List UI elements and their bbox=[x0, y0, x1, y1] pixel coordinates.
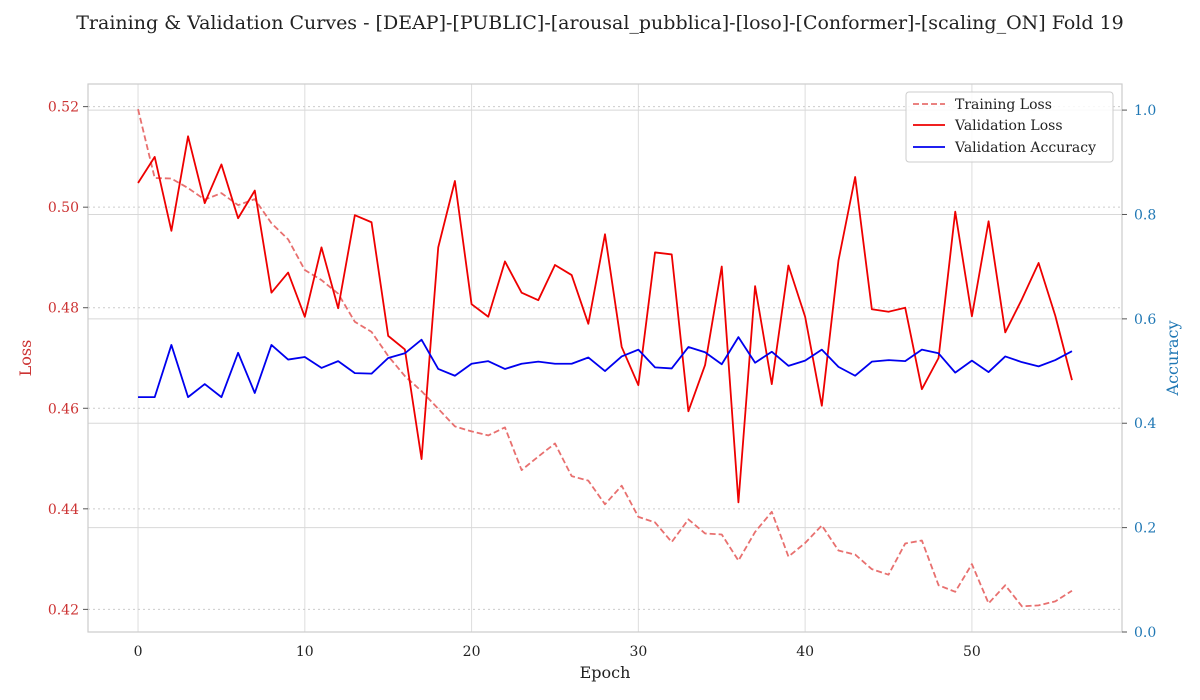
series-line-validation-accuracy bbox=[138, 336, 1073, 399]
x-tick-label: 0 bbox=[134, 644, 143, 660]
legend-label-validation-loss: Validation Loss bbox=[954, 118, 1063, 134]
y-right-tick-label: 0.4 bbox=[1134, 416, 1156, 432]
y-right-tick-label: 0.6 bbox=[1134, 312, 1156, 328]
y-axis-label-left: Loss bbox=[16, 340, 35, 377]
series-line-training-loss bbox=[137, 108, 1073, 608]
x-tick-label: 40 bbox=[796, 644, 814, 660]
y-right-tick-label: 1.0 bbox=[1134, 103, 1156, 119]
x-axis-label: Epoch bbox=[580, 663, 631, 682]
legend: Training Loss Validation Loss Validation… bbox=[905, 91, 1114, 163]
x-tick-label: 10 bbox=[296, 644, 314, 660]
legend-box bbox=[905, 91, 1114, 163]
y-left-tick-label: 0.48 bbox=[48, 301, 79, 317]
series-layer bbox=[137, 108, 1073, 608]
y-axis-label-right: Accuracy bbox=[1163, 321, 1182, 397]
series-line-validation-loss bbox=[137, 135, 1073, 504]
y-right-tick-label: 0.2 bbox=[1134, 521, 1156, 537]
legend-label-training-loss: Training Loss bbox=[955, 97, 1052, 113]
y-right-tick-label: 0.0 bbox=[1134, 625, 1156, 641]
y-left-tick-label: 0.50 bbox=[48, 200, 79, 216]
x-tick-label: 30 bbox=[629, 644, 647, 660]
y-left-tick-label: 0.52 bbox=[48, 100, 79, 116]
y-left-tick-label: 0.44 bbox=[48, 502, 79, 518]
ticks-layer: 0 10 20 30 40 50 0.42 0.44 0.46 0.48 0.50 0.52 0.0 0.… bbox=[48, 100, 1157, 660]
x-tick-label: 20 bbox=[463, 644, 481, 660]
y-left-tick-label: 0.46 bbox=[48, 401, 79, 417]
chart-title: Training & Validation Curves - [DEAP]-[P… bbox=[76, 12, 1124, 34]
legend-label-validation-accuracy: Validation Accuracy bbox=[954, 140, 1096, 156]
y-left-tick-label: 0.42 bbox=[48, 602, 79, 618]
plot-frame bbox=[87, 83, 1123, 633]
x-tick-label: 50 bbox=[963, 644, 981, 660]
y-right-tick-label: 0.8 bbox=[1134, 207, 1156, 223]
